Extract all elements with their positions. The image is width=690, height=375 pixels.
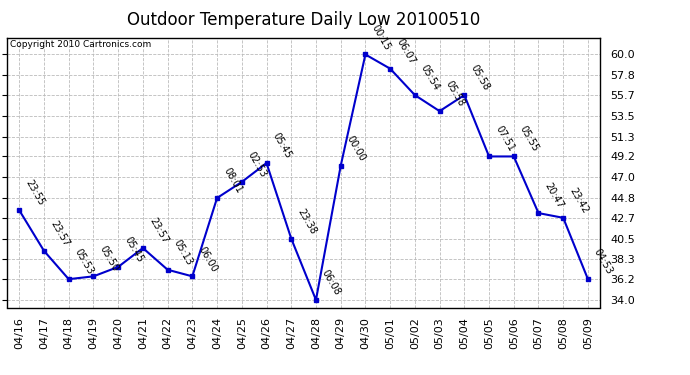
Text: 00:00: 00:00 xyxy=(345,134,367,163)
Text: 08:01: 08:01 xyxy=(221,166,244,195)
Text: Outdoor Temperature Daily Low 20100510: Outdoor Temperature Daily Low 20100510 xyxy=(127,11,480,29)
Text: 04:53: 04:53 xyxy=(592,247,615,276)
Text: 23:55: 23:55 xyxy=(23,178,46,207)
Text: 20:47: 20:47 xyxy=(542,181,565,210)
Text: 05:58: 05:58 xyxy=(444,79,466,108)
Text: 23:57: 23:57 xyxy=(48,219,71,248)
Text: 23:38: 23:38 xyxy=(295,207,318,236)
Text: 06:08: 06:08 xyxy=(320,268,343,297)
Text: 05:50: 05:50 xyxy=(97,244,120,274)
Text: 05:54: 05:54 xyxy=(419,63,442,92)
Text: 23:42: 23:42 xyxy=(567,186,590,215)
Text: 00:15: 00:15 xyxy=(370,22,392,52)
Text: Copyright 2010 Cartronics.com: Copyright 2010 Cartronics.com xyxy=(10,40,151,49)
Text: 05:45: 05:45 xyxy=(270,131,293,160)
Text: 07:51: 07:51 xyxy=(493,124,516,154)
Text: 05:53: 05:53 xyxy=(73,247,95,276)
Text: 05:58: 05:58 xyxy=(469,63,491,92)
Text: 02:53: 02:53 xyxy=(246,150,268,179)
Text: 05:13: 05:13 xyxy=(172,238,195,267)
Text: 23:57: 23:57 xyxy=(147,216,170,245)
Text: 05:55: 05:55 xyxy=(518,124,541,154)
Text: 06:00: 06:00 xyxy=(197,244,219,274)
Text: 06:07: 06:07 xyxy=(394,37,417,66)
Text: 05:45: 05:45 xyxy=(122,235,145,264)
